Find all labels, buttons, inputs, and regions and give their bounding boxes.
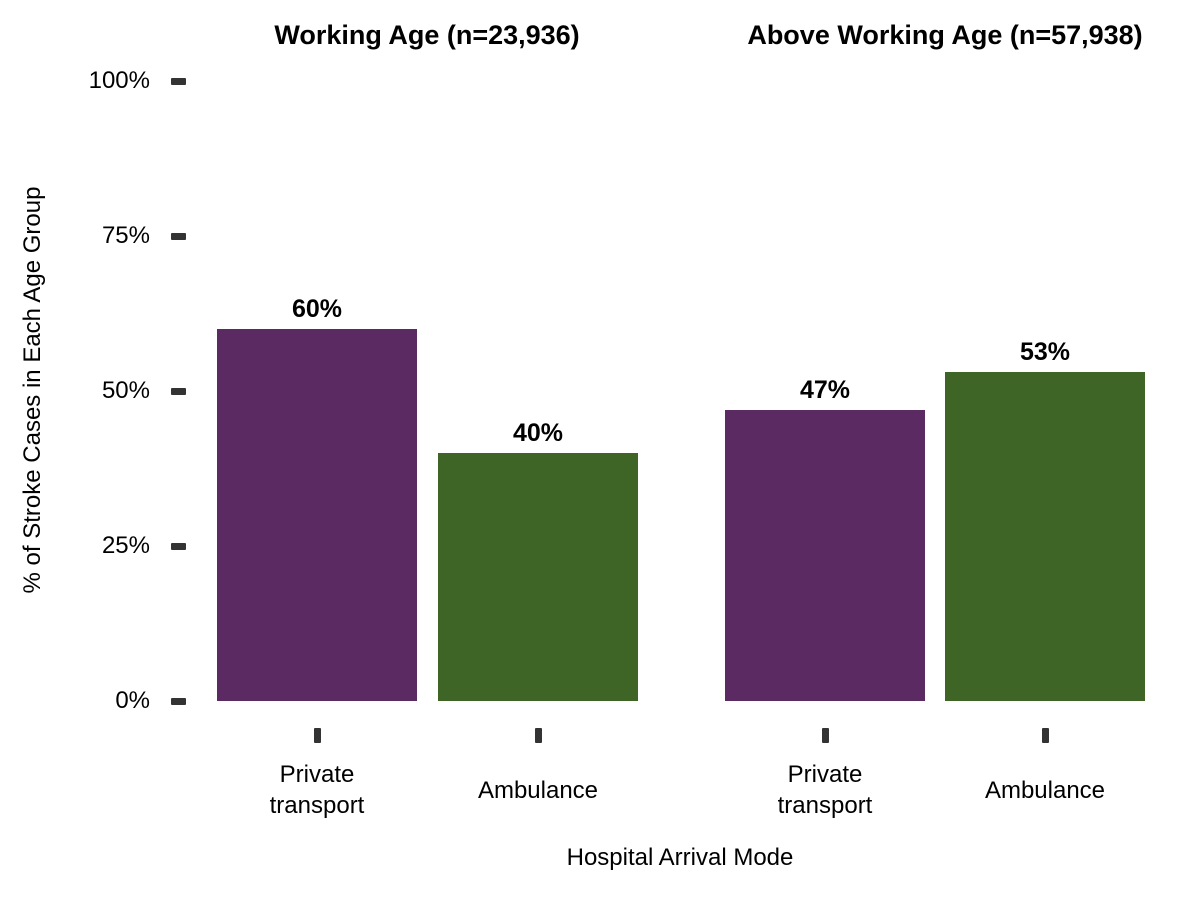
y-tick-label: 25% (101, 532, 150, 559)
x-axis-label-private-transport: Private transport (777, 761, 873, 819)
x-axis-label-private-transport: Private transport (269, 761, 365, 819)
y-tick-label: 75% (101, 222, 150, 249)
y-tick-label: 0% (115, 687, 150, 714)
y-tick-mark (171, 542, 186, 550)
y-tick-mark (171, 387, 186, 395)
x-tick-mark (534, 728, 542, 743)
x-tick-mark (313, 728, 321, 743)
facet-title-working-age: Working Age (n=23,936) (274, 20, 580, 50)
x-axis-title: Hospital Arrival Mode (566, 844, 794, 871)
bar-private-transport (217, 329, 417, 701)
bar-private-transport (725, 409, 925, 701)
bar-value-label: 40% (512, 419, 564, 447)
x-tick-mark (821, 728, 829, 743)
x-axis-label-ambulance: Ambulance (477, 776, 599, 804)
bar-value-label: 47% (799, 375, 851, 404)
y-tick-mark (171, 232, 186, 240)
y-tick-mark (171, 77, 186, 85)
x-axis-label-ambulance: Ambulance (984, 776, 1106, 804)
y-tick-mark (171, 697, 186, 705)
x-tick-mark (1041, 728, 1049, 743)
bar-ambulance (438, 453, 638, 701)
y-tick-label: 100% (88, 67, 150, 94)
facet-title-above-working-age: Above Working Age (n=57,938) (747, 20, 1143, 50)
y-tick-label: 50% (101, 377, 150, 404)
bar-value-label: 53% (1019, 338, 1071, 367)
bar-ambulance (945, 372, 1145, 701)
bar-value-label: 60% (291, 295, 343, 323)
